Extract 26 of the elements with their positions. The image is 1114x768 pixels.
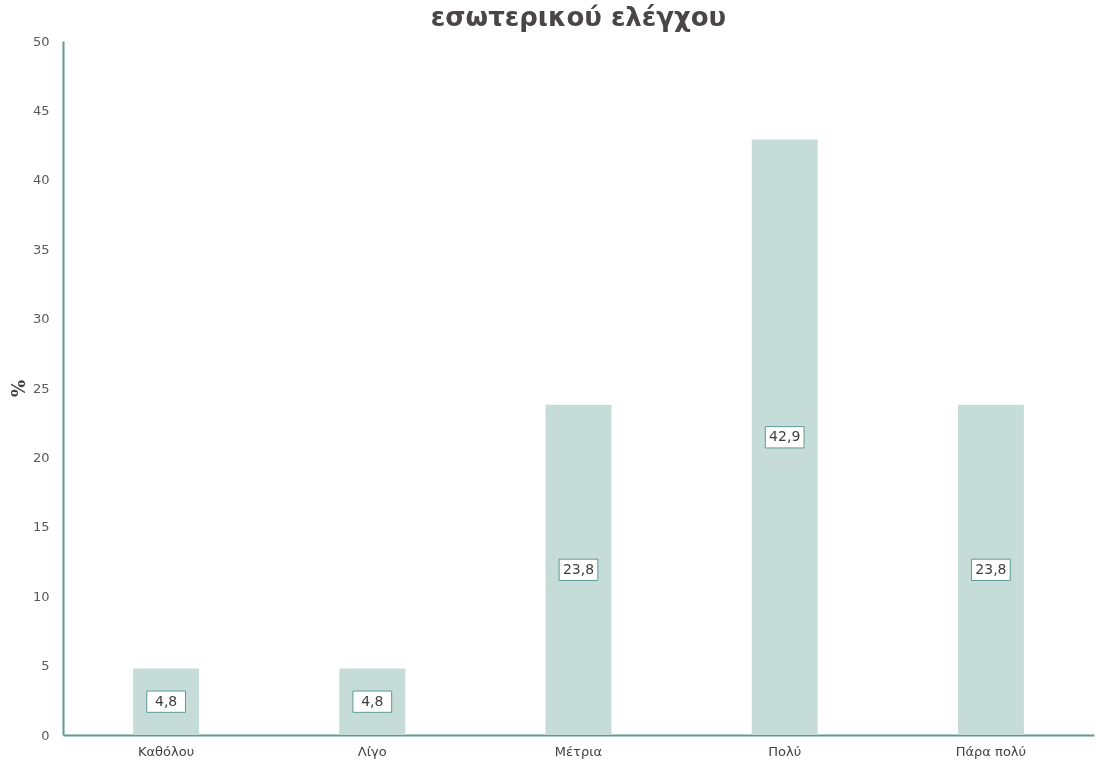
y-tick-label: 45 xyxy=(32,102,50,118)
data-label: 23,8 xyxy=(562,560,595,577)
y-tick-label: 5 xyxy=(41,658,50,674)
y-tick-label: 0 xyxy=(41,727,50,743)
data-label: 4,8 xyxy=(154,692,178,709)
chart-title: εσωτερικού ελέγχου xyxy=(430,2,727,32)
x-tick-label: Καθόλου xyxy=(138,743,195,759)
y-tick-label: 15 xyxy=(32,519,50,535)
bar xyxy=(957,404,1024,735)
y-tick-label: 30 xyxy=(32,311,50,327)
bar xyxy=(751,139,818,735)
data-label: 42,9 xyxy=(769,428,801,445)
x-tick-label: Μέτρια xyxy=(554,743,603,759)
x-tick-label: Πάρα πολύ xyxy=(955,743,1027,759)
y-tick-label: 40 xyxy=(32,172,50,188)
y-axis-title: % xyxy=(7,379,29,398)
bar xyxy=(545,404,612,735)
x-tick-label: Πολύ xyxy=(768,743,802,759)
y-tick-label: 35 xyxy=(32,241,50,257)
y-tick-label: 10 xyxy=(32,588,50,604)
x-tick-label: Λίγο xyxy=(357,743,387,759)
data-label: 23,8 xyxy=(975,560,1007,577)
y-tick-label: 20 xyxy=(32,449,50,465)
data-label: 4,8 xyxy=(361,692,384,709)
y-tick-label: 25 xyxy=(32,380,50,396)
y-tick-label: 50 xyxy=(32,33,50,49)
